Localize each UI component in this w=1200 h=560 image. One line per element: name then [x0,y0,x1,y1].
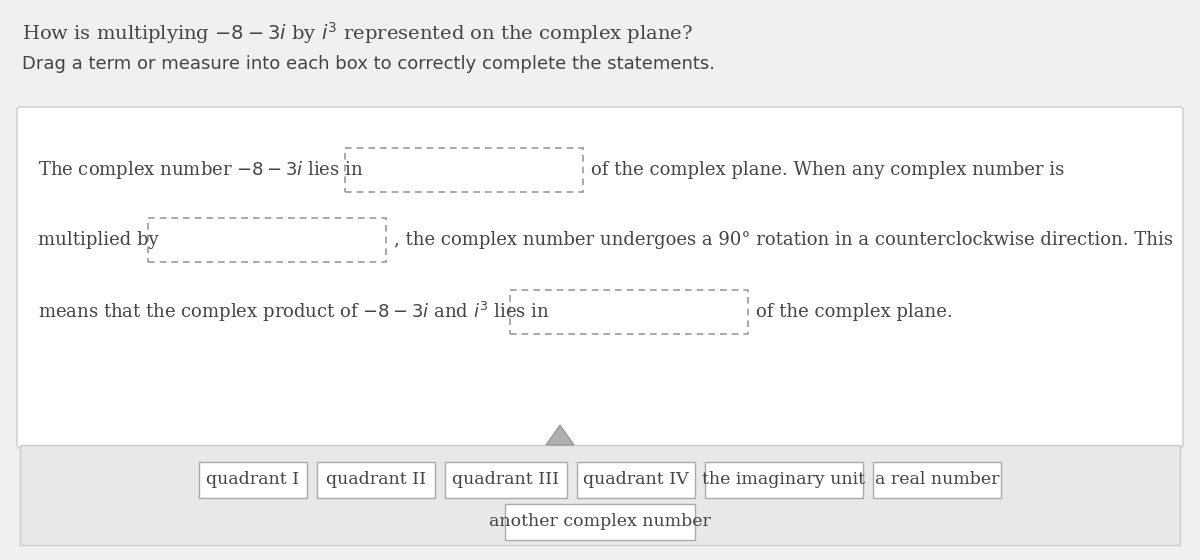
FancyBboxPatch shape [346,148,583,192]
FancyBboxPatch shape [199,462,307,498]
Text: of the complex plane. When any complex number is: of the complex plane. When any complex n… [592,161,1064,179]
Text: a real number: a real number [875,472,1000,488]
FancyBboxPatch shape [577,462,695,498]
Text: another complex number: another complex number [490,514,710,530]
FancyBboxPatch shape [445,462,568,498]
FancyBboxPatch shape [706,462,863,498]
Text: quadrant II: quadrant II [326,472,426,488]
Text: , the complex number undergoes a 90° rotation in a counterclockwise direction. T: , the complex number undergoes a 90° rot… [394,231,1174,249]
Polygon shape [546,425,574,445]
Text: quadrant IV: quadrant IV [583,472,689,488]
Text: quadrant I: quadrant I [206,472,300,488]
FancyBboxPatch shape [17,107,1183,448]
Text: multiplied by: multiplied by [38,231,158,249]
Bar [20,445,1180,545]
Text: the imaginary unit: the imaginary unit [702,472,865,488]
Text: Drag a term or measure into each box to correctly complete the statements.: Drag a term or measure into each box to … [22,55,715,73]
Text: quadrant III: quadrant III [452,472,559,488]
FancyBboxPatch shape [874,462,1001,498]
Text: of the complex plane.: of the complex plane. [756,303,953,321]
FancyBboxPatch shape [510,290,748,334]
FancyBboxPatch shape [317,462,436,498]
Text: means that the complex product of $-8-3i$ and $i^3$ lies in: means that the complex product of $-8-3i… [38,300,550,324]
FancyBboxPatch shape [505,504,695,540]
Text: The complex number $-8-3i$ lies in: The complex number $-8-3i$ lies in [38,159,364,181]
Text: How is multiplying $-8-3i$ by $i^3$ represented on the complex plane?: How is multiplying $-8-3i$ by $i^3$ repr… [22,20,694,46]
FancyBboxPatch shape [148,218,386,262]
